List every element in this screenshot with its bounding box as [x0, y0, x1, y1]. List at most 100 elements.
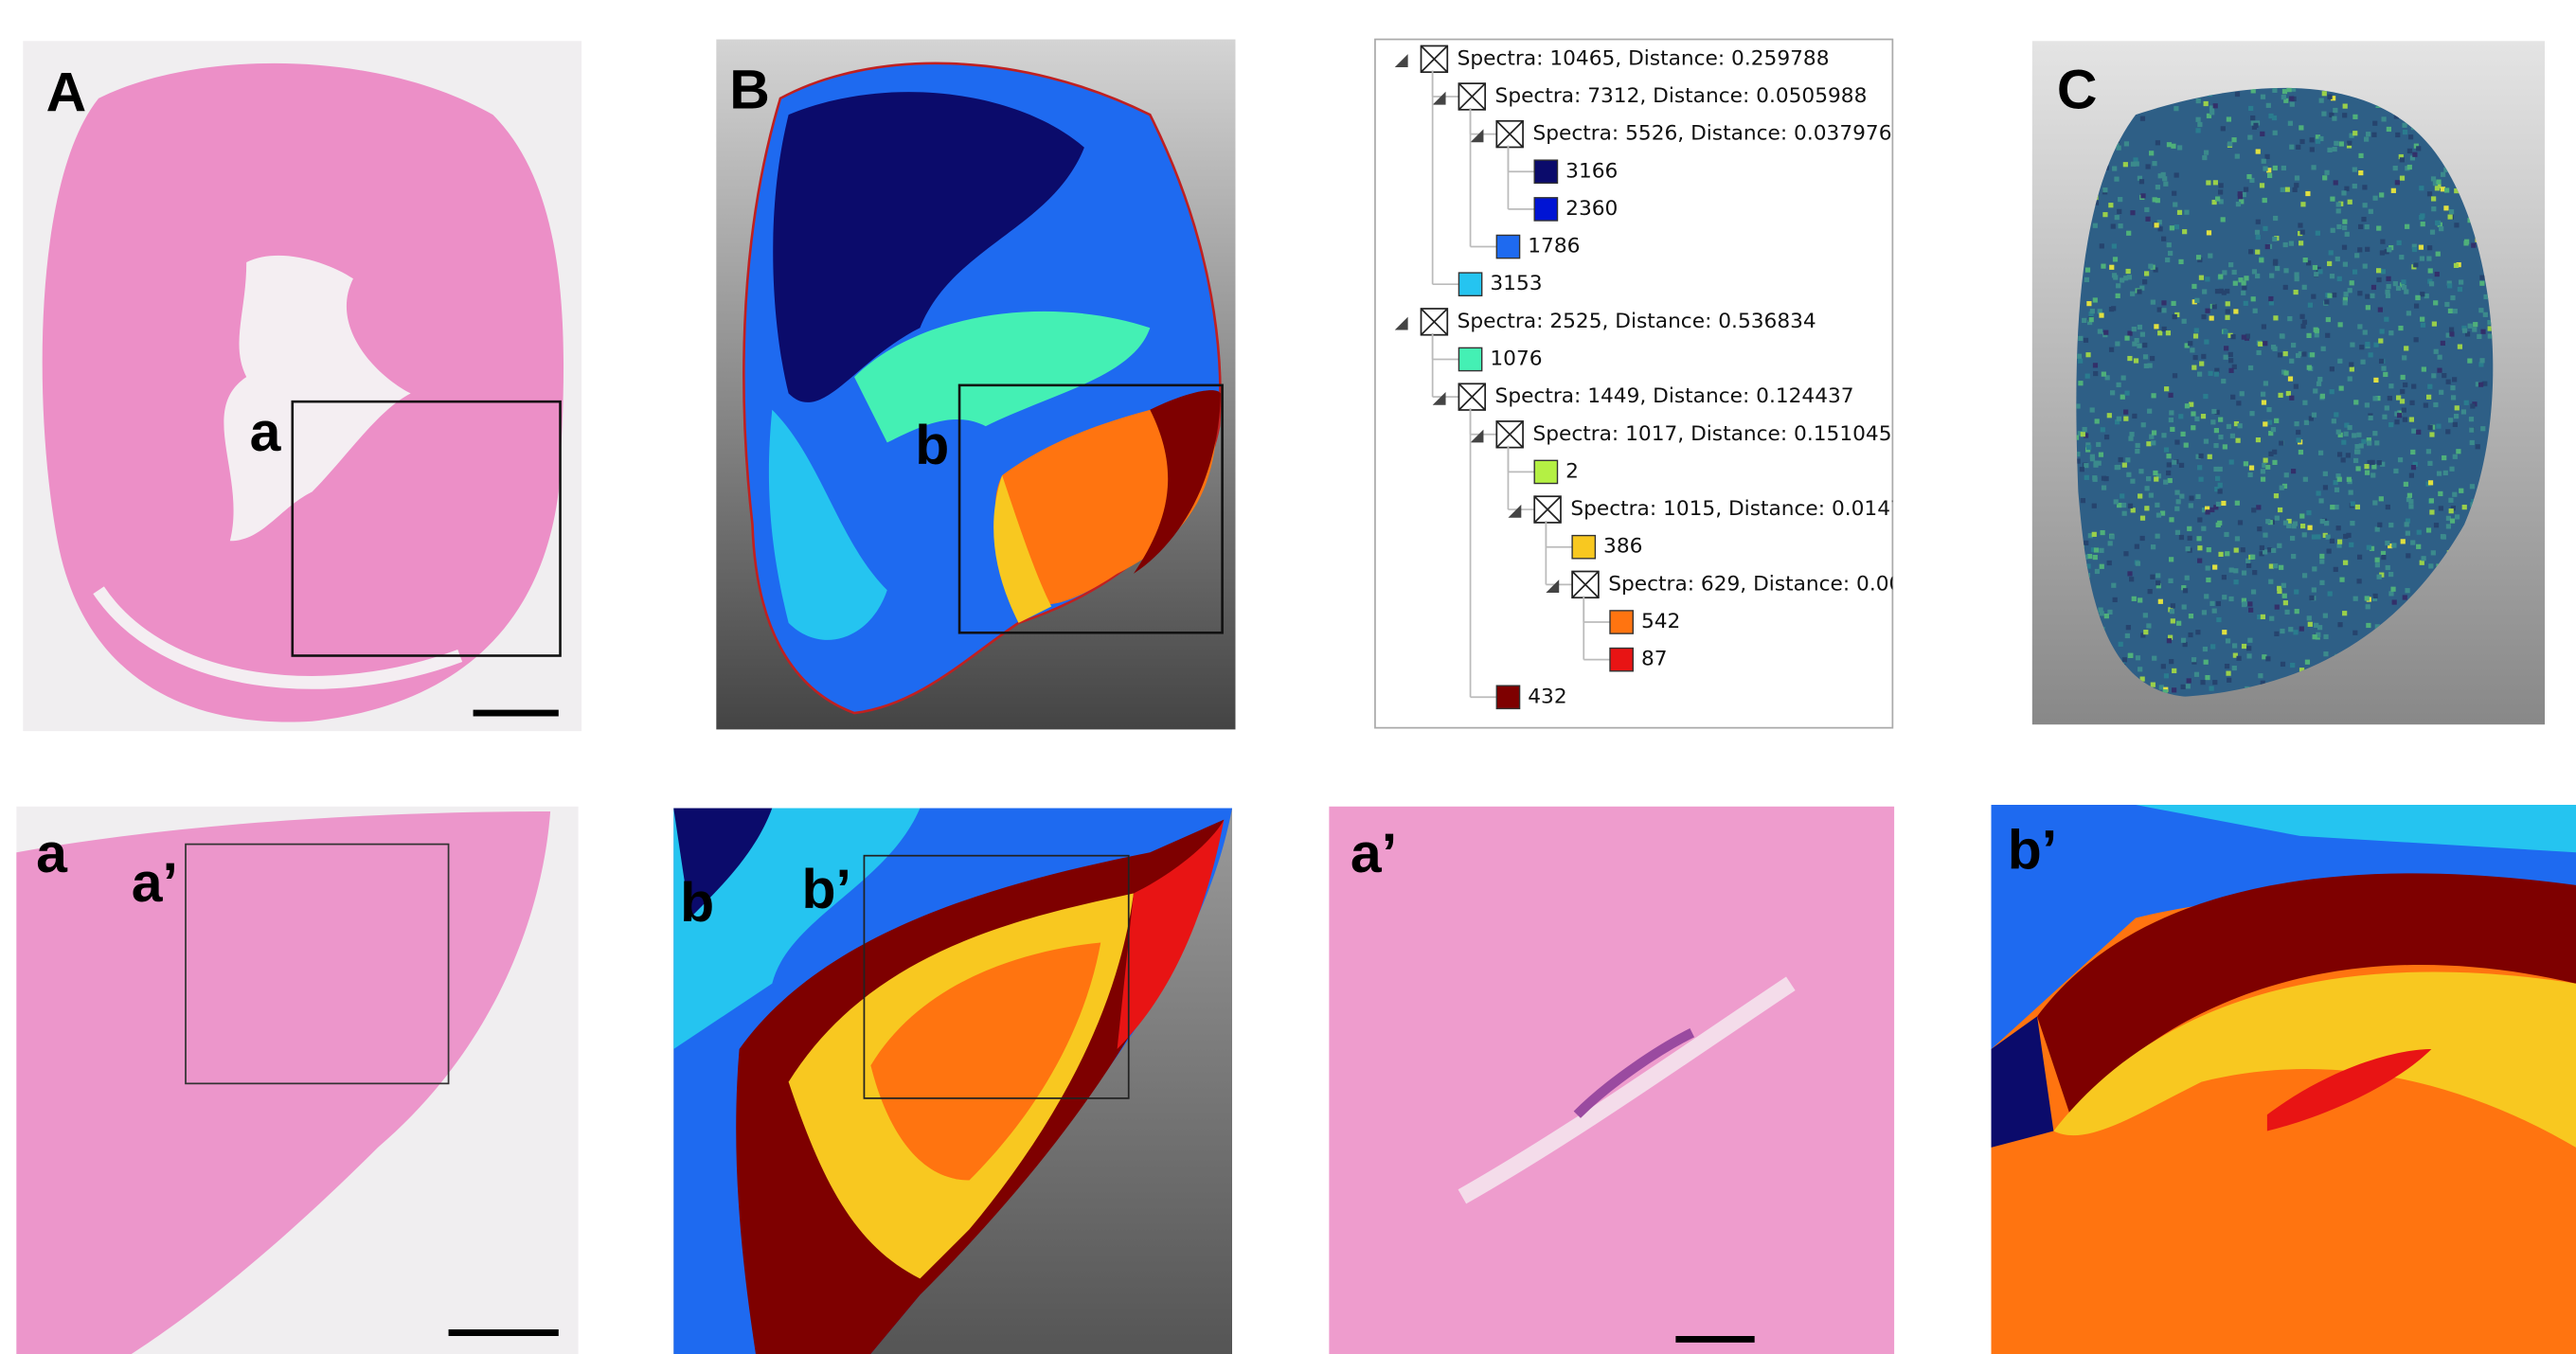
texture-pixel — [2217, 489, 2223, 494]
texture-pixel — [2206, 547, 2211, 553]
texture-pixel — [2211, 408, 2217, 415]
texture-pixel — [2157, 598, 2163, 604]
texture-pixel — [2265, 102, 2271, 108]
texture-pixel — [2233, 568, 2239, 574]
panel-label: a’ — [1351, 823, 1397, 884]
texture-pixel — [2374, 624, 2380, 630]
texture-pixel — [2099, 547, 2104, 553]
texture-pixel — [2139, 535, 2145, 542]
texture-pixel — [2299, 138, 2305, 145]
texture-pixel — [2426, 191, 2433, 197]
texture-pixel — [2461, 505, 2467, 510]
tree-node-label: 2360 — [1565, 197, 1618, 221]
texture-pixel — [2178, 414, 2184, 419]
texture-pixel — [2336, 223, 2342, 230]
texture-pixel — [2176, 209, 2183, 215]
texture-pixel — [2337, 432, 2343, 437]
tree-node-label: Spectra: 1015, Distance: 0.014719: — [1570, 497, 1936, 521]
texture-pixel — [2102, 187, 2108, 193]
texture-pixel — [2261, 324, 2267, 330]
texture-pixel — [2342, 300, 2348, 306]
texture-pixel — [2156, 573, 2161, 579]
texture-pixel — [2301, 573, 2308, 579]
texture-pixel — [2294, 609, 2299, 615]
texture-pixel — [2126, 230, 2132, 236]
texture-pixel — [2182, 588, 2189, 594]
texture-pixel — [2400, 374, 2406, 381]
texture-pixel — [2135, 561, 2141, 566]
texture-pixel — [2370, 472, 2376, 478]
texture-pixel — [2228, 262, 2234, 268]
cluster-swatch — [1533, 197, 1559, 222]
texture-pixel — [2263, 225, 2268, 232]
texture-pixel — [2324, 299, 2330, 305]
texture-pixel — [2264, 243, 2270, 250]
texture-pixel — [2434, 186, 2441, 191]
texture-pixel — [2433, 300, 2439, 306]
texture-pixel — [2263, 549, 2268, 555]
texture-pixel — [2184, 209, 2190, 215]
texture-pixel — [2113, 275, 2119, 280]
texture-pixel — [2203, 438, 2209, 444]
texture-pixel — [2374, 557, 2380, 562]
texture-pixel — [2257, 614, 2263, 620]
texture-pixel — [2360, 359, 2366, 365]
texture-pixel — [2335, 208, 2341, 214]
texture-pixel — [2213, 428, 2220, 434]
texture-pixel — [2109, 534, 2115, 540]
texture-pixel — [2225, 301, 2230, 307]
texture-pixel — [2301, 532, 2307, 538]
texture-pixel — [2420, 292, 2425, 297]
texture-pixel — [2084, 373, 2090, 379]
texture-pixel — [2248, 607, 2254, 613]
texture-pixel — [2454, 187, 2460, 194]
texture-pixel — [2139, 116, 2146, 121]
texture-pixel — [2428, 563, 2434, 569]
texture-pixel — [2241, 191, 2246, 198]
texture-pixel — [2450, 294, 2456, 301]
texture-pixel — [2177, 145, 2183, 151]
texture-pixel — [2172, 668, 2177, 674]
texture-pixel — [2195, 255, 2202, 260]
texture-pixel — [2413, 303, 2420, 309]
texture-pixel — [2410, 465, 2417, 471]
texture-pixel — [2150, 299, 2156, 305]
texture-pixel — [2214, 487, 2220, 492]
texture-pixel — [2251, 508, 2257, 513]
texture-pixel — [2416, 429, 2422, 435]
texture-pixel — [2156, 580, 2161, 586]
tree-node-label: Spectra: 2525, Distance: 0.536834 — [1458, 310, 1816, 333]
texture-pixel — [2419, 256, 2424, 261]
texture-pixel — [2152, 655, 2157, 661]
texture-pixel — [2101, 485, 2107, 490]
texture-pixel — [2357, 291, 2363, 296]
texture-pixel — [2227, 351, 2233, 358]
texture-pixel — [2365, 341, 2370, 347]
texture-pixel — [2187, 526, 2192, 531]
texture-pixel — [2392, 165, 2398, 171]
texture-pixel — [2190, 347, 2195, 353]
texture-pixel — [2169, 557, 2174, 562]
texture-pixel — [2294, 272, 2299, 277]
texture-pixel — [2347, 376, 2352, 382]
texture-pixel — [2270, 427, 2277, 433]
texture-pixel — [2317, 625, 2323, 631]
texture-pixel — [2280, 187, 2285, 192]
texture-pixel — [2292, 187, 2298, 192]
texture-pixel — [2408, 472, 2414, 478]
texture-pixel — [2196, 371, 2203, 377]
texture-pixel — [2157, 173, 2163, 179]
texture-pixel — [2337, 322, 2343, 328]
texture-pixel — [2334, 487, 2340, 492]
texture-pixel — [2301, 351, 2307, 357]
node-cross — [1571, 570, 1600, 598]
texture-pixel — [2323, 633, 2329, 640]
texture-pixel — [2222, 630, 2227, 635]
texture-pixel — [2173, 202, 2178, 207]
texture-pixel — [2314, 272, 2319, 277]
texture-pixel — [2401, 407, 2406, 413]
texture-pixel — [2263, 166, 2268, 171]
texture-pixel — [2463, 400, 2469, 405]
texture-pixel — [2094, 419, 2100, 424]
texture-pixel — [2336, 543, 2342, 548]
